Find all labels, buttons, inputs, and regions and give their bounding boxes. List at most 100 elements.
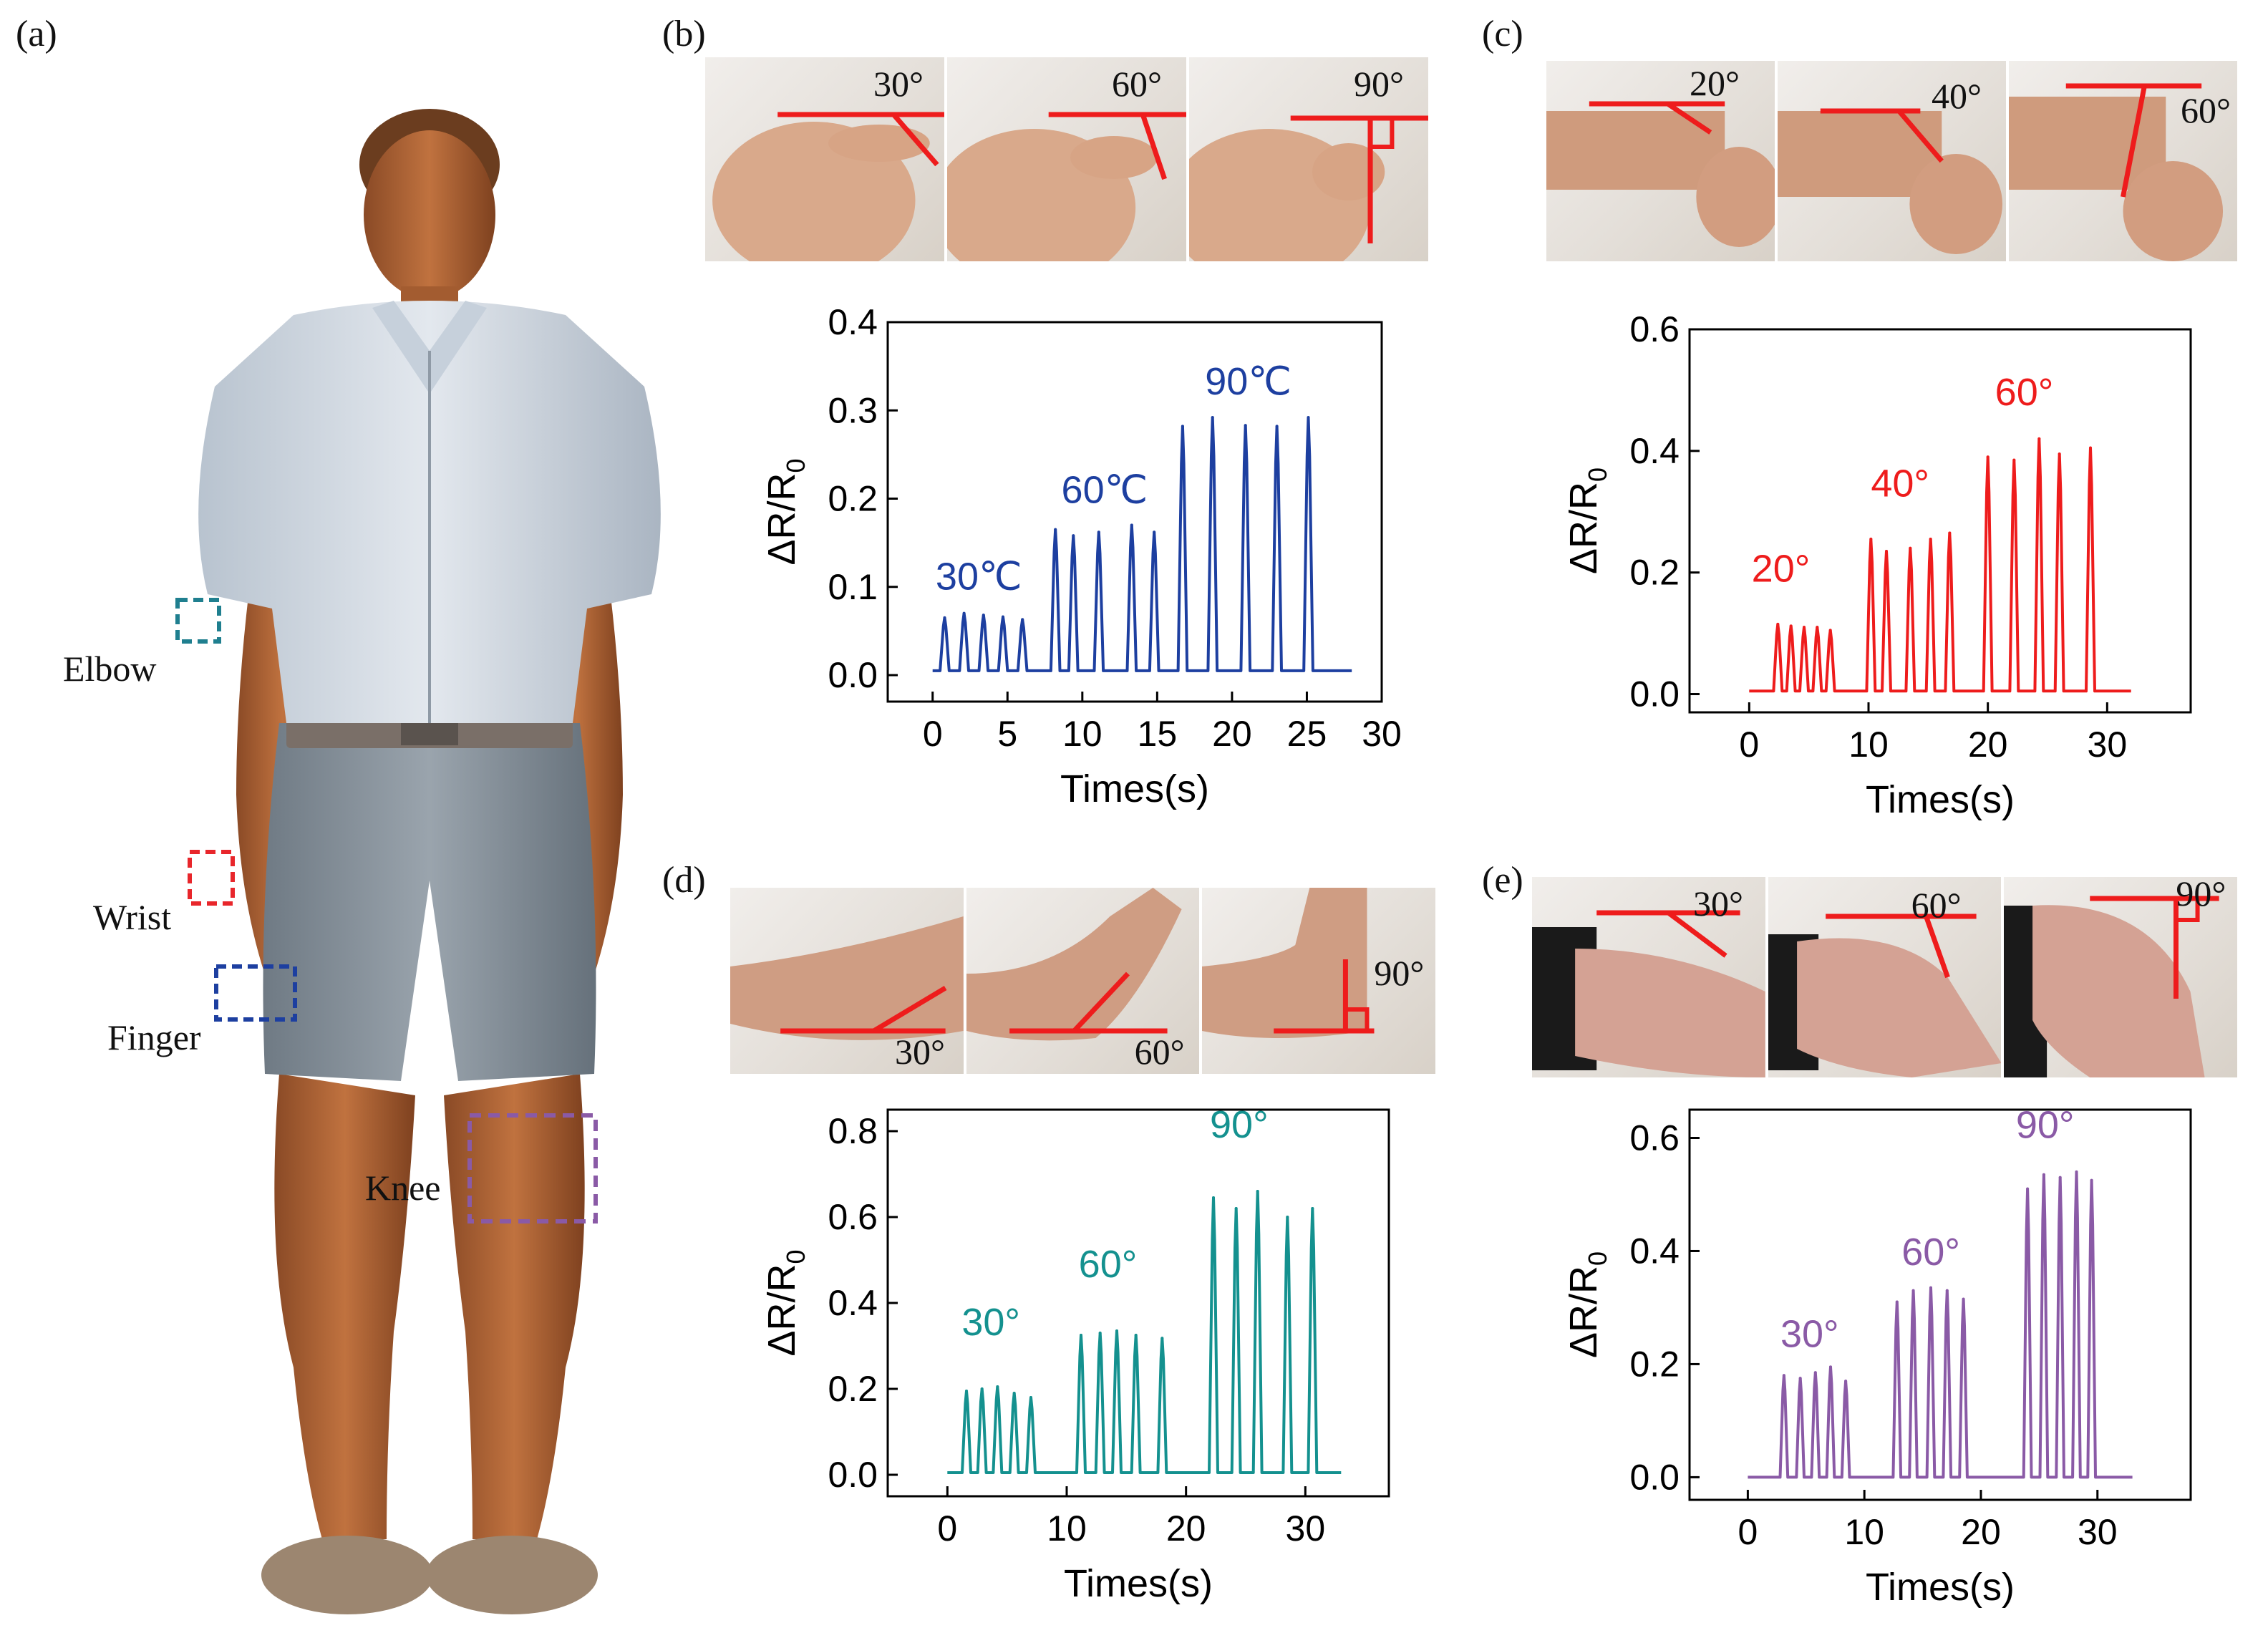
photo-finger-1-angle: 30° (873, 64, 924, 104)
signal-peak (2090, 1178, 2093, 1182)
signal-peak (1828, 1365, 1832, 1369)
y-tick-label: 0.1 (828, 567, 878, 607)
photo-elbow-2: 60° (966, 888, 1200, 1074)
x-tick-label: 0 (1738, 1512, 1758, 1552)
signal-peak (1275, 425, 1279, 428)
signal-peak (1816, 626, 1819, 629)
angle-annotation: 30° (1780, 1313, 1839, 1356)
photo-strip-wrist: 20° 40° 60° (1546, 61, 2237, 261)
signal-peak (1097, 530, 1100, 534)
photo-finger-1: 30° (705, 57, 944, 261)
x-tick-label: 20 (1961, 1512, 2001, 1552)
x-tick-label: 5 (997, 714, 1017, 754)
human-figure-illustration (175, 109, 661, 1614)
angle-annotation: 20° (1752, 547, 1811, 590)
angle-annotation: 90° (2016, 1103, 2075, 1146)
signal-peak (1311, 1207, 1314, 1210)
knee-marker (467, 1113, 598, 1223)
signal-peak (1813, 1371, 1817, 1375)
x-tick-label: 30 (2078, 1512, 2118, 1552)
signal-peak (1021, 618, 1024, 621)
photo-strip-elbow: 30° 60° 90° (730, 888, 1436, 1074)
y-tick-label: 0.3 (828, 390, 878, 430)
signal-peak (1211, 416, 1214, 420)
signal-line (932, 416, 1352, 672)
y-tick-label: 0.6 (1629, 309, 1680, 349)
x-tick-label: 15 (1138, 714, 1178, 754)
y-tick-label: 0.2 (828, 479, 878, 519)
signal-peak (1012, 1392, 1016, 1395)
photo-finger-2: 60° (947, 57, 1186, 261)
x-tick-label: 0 (1739, 725, 1759, 765)
signal-peak (1945, 1289, 1949, 1292)
y-tick-label: 0.0 (1629, 1457, 1680, 1497)
angle-annotation: 90℃ (1205, 360, 1292, 403)
x-tick-label: 20 (1968, 725, 2008, 765)
signal-peak (1885, 549, 1888, 553)
photo-wrist-3-angle: 60° (2181, 90, 2231, 130)
y-axis-label: ΔR/R0 (760, 1249, 810, 1356)
signal-peak (1286, 1216, 1289, 1218)
angle-annotation: 40° (1871, 462, 1929, 505)
knee-label: Knee (365, 1168, 441, 1208)
signal-peak (1153, 530, 1156, 534)
signal-peak (1130, 523, 1133, 527)
x-tick-label: 10 (1844, 1512, 1884, 1552)
y-tick-label: 0.4 (1629, 431, 1680, 471)
y-tick-label: 0.8 (828, 1111, 878, 1151)
photo-strip-finger: 30° 60° 90° (705, 57, 1428, 261)
photo-knee-2: 60° (1768, 877, 2002, 1077)
signal-peak (1789, 624, 1793, 628)
chart-elbow-bending: 0 10 20 30 0.0 0.2 0.4 0.6 0.8 Times(s) ΔR/R0 30° 60… (760, 1103, 1390, 1605)
photo-knee-3: 90° (2004, 877, 2238, 1077)
x-tick-label: 0 (923, 714, 943, 754)
photo-wrist-2: 40° (1778, 61, 2006, 261)
photo-finger-3-angle: 90° (1354, 64, 1404, 104)
angle-annotation: 30° (961, 1301, 1020, 1344)
signal-peak (1844, 1380, 1848, 1383)
x-tick-label: 10 (1062, 714, 1102, 754)
y-tick-label: 0.6 (1629, 1118, 1680, 1158)
x-tick-label: 30 (1286, 1508, 1326, 1549)
panel-label-b: (b) (662, 14, 706, 54)
signal-peak (2058, 1176, 2062, 1179)
angle-annotation: 60° (1079, 1243, 1138, 1286)
photo-elbow-2-angle: 60° (1134, 1032, 1185, 1072)
signal-peak (1134, 1334, 1138, 1337)
signal-peak (1244, 424, 1247, 427)
x-tick-label: 10 (1047, 1508, 1087, 1549)
signal-peak (1256, 1190, 1259, 1193)
photo-finger-2-angle: 60° (1112, 64, 1162, 104)
signal-peak (980, 1387, 984, 1390)
y-axis-label: ΔR/R0 (1562, 1251, 1612, 1358)
signal-peak (1895, 1300, 1899, 1304)
signal-peak (1782, 1374, 1785, 1377)
photo-knee-1-angle: 30° (1693, 883, 1743, 924)
y-tick-label: 0.4 (1629, 1231, 1680, 1271)
x-axis-label: Times(s) (1064, 1562, 1213, 1605)
signal-peak (943, 616, 946, 619)
y-tick-label: 0.0 (828, 655, 878, 695)
x-tick-label: 10 (1848, 725, 1889, 765)
photo-strip-knee: 30° 60° 90° (1532, 877, 2238, 1077)
angle-annotation: 60℃ (1062, 469, 1148, 512)
photo-elbow-3: 90° (1202, 888, 1436, 1074)
signal-peak (2042, 1173, 2045, 1176)
x-axis-label: Times(s) (1060, 767, 1209, 810)
panel-label-c: (c) (1482, 14, 1523, 54)
signal-peak (1948, 531, 1952, 535)
y-axis-label: ΔR/R0 (760, 458, 810, 565)
signal-peak (1160, 1337, 1164, 1340)
photo-wrist-2-angle: 40° (1932, 76, 1982, 116)
signal-peak (1911, 1289, 1915, 1292)
signal-peak (1828, 629, 1832, 632)
plot-frame (886, 321, 1383, 703)
angle-annotation: 60° (1995, 371, 2054, 414)
y-tick-label: 0.2 (828, 1369, 878, 1409)
photo-wrist-3: 60° (2009, 61, 2237, 261)
signal-peak (2026, 1187, 2030, 1191)
x-tick-label: 30 (2088, 725, 2128, 765)
signal-peak (1115, 1329, 1118, 1332)
y-tick-label: 0.2 (1629, 1344, 1680, 1384)
signal-peak (1054, 528, 1057, 531)
